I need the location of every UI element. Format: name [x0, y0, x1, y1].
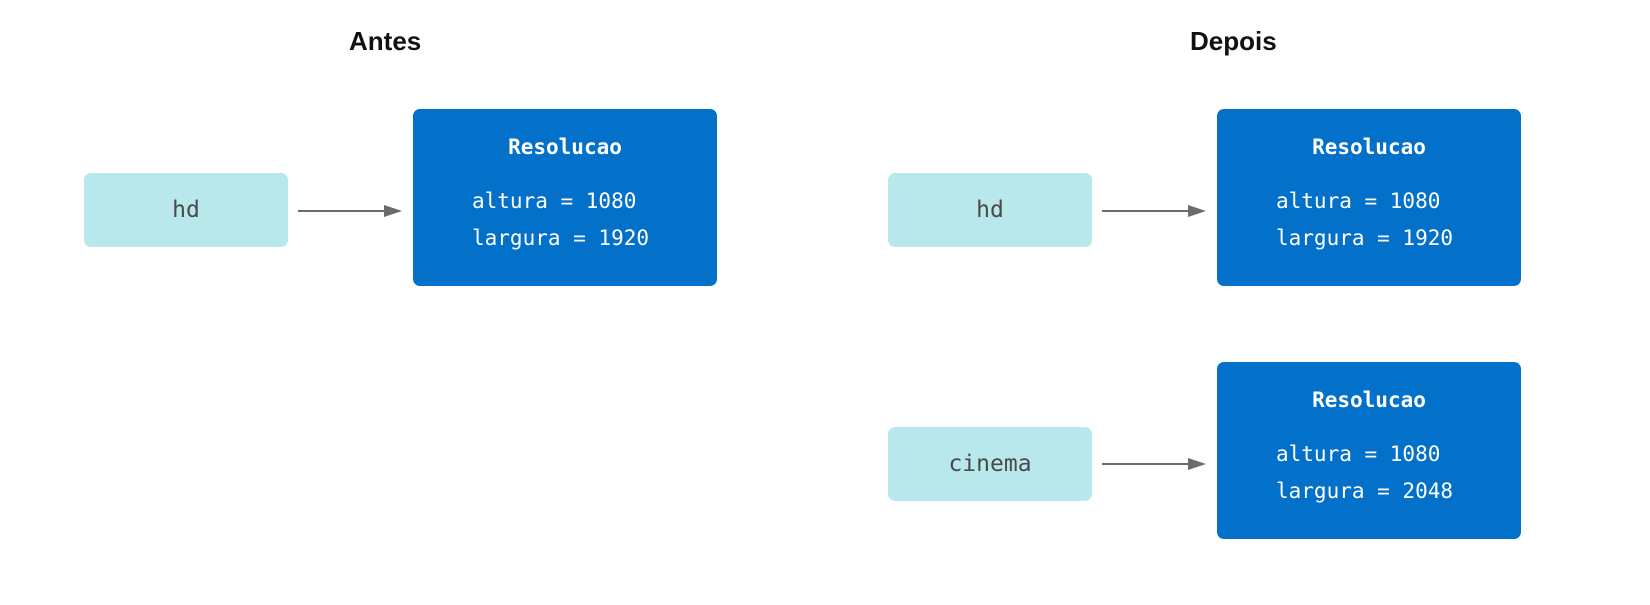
variable-cinema: cinema: [888, 427, 1092, 501]
struct-field-largura: largura = 1920: [1276, 226, 1454, 250]
struct-field-largura: largura = 2048: [1276, 479, 1454, 503]
variable-hd-after: hd: [888, 173, 1092, 247]
after-title: Depois: [1190, 26, 1277, 56]
struct-field-altura: altura = 1080: [1276, 189, 1441, 213]
arrow-icon: [1102, 458, 1206, 470]
struct-field-altura: altura = 1080: [472, 189, 637, 213]
struct-resolucao-before: Resolucao altura = 1080 largura = 1920: [413, 109, 717, 286]
struct-field-largura: largura = 1920: [472, 226, 650, 250]
arrow-icon: [298, 205, 402, 217]
arrow-icon: [1102, 205, 1206, 217]
variable-hd-before: hd: [84, 173, 288, 247]
struct-resolucao-hd: Resolucao altura = 1080 largura = 1920: [1217, 109, 1521, 286]
struct-resolucao-cinema: Resolucao altura = 1080 largura = 2048: [1217, 362, 1521, 539]
struct-name: Resolucao: [508, 135, 622, 159]
struct-field-altura: altura = 1080: [1276, 442, 1441, 466]
struct-name: Resolucao: [1312, 388, 1426, 412]
struct-name: Resolucao: [1312, 135, 1426, 159]
before-title: Antes: [349, 26, 422, 56]
